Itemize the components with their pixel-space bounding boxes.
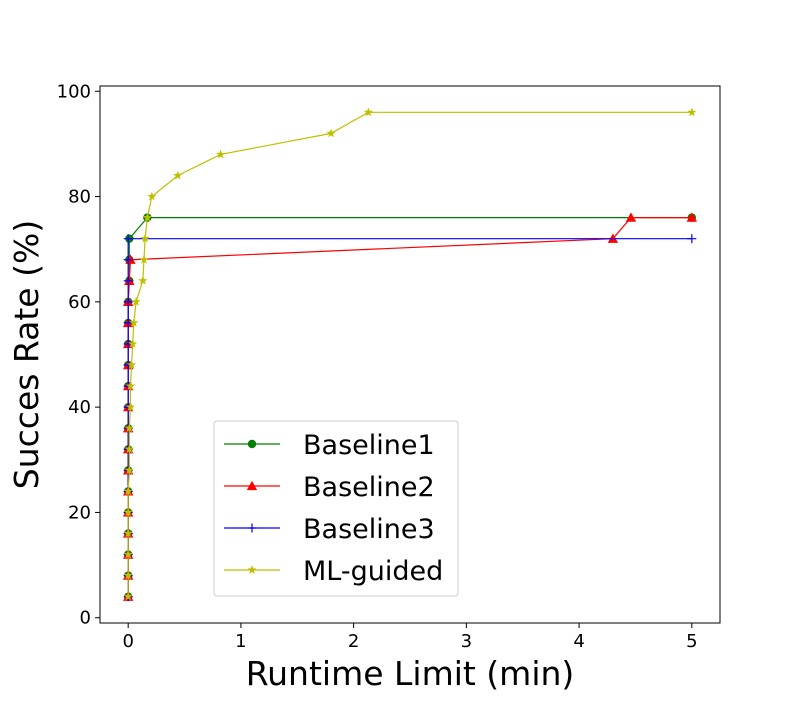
plot-frame: [99, 85, 721, 624]
data-point: [363, 107, 373, 117]
data-point: [123, 255, 133, 265]
data-point: [123, 528, 133, 538]
data-point: [128, 339, 138, 348]
data-point: [625, 212, 637, 222]
data-point: [124, 465, 134, 475]
legend-label: Baseline3: [303, 514, 435, 545]
data-point: [123, 507, 133, 517]
x-tick-label: 0: [122, 631, 133, 652]
y-tick-label: 0: [80, 608, 91, 629]
data-point: [687, 107, 697, 117]
legend-item: Baseline3: [224, 514, 435, 545]
legend-item: Baseline1: [224, 430, 435, 461]
data-point: [123, 570, 133, 580]
y-tick-label: 80: [68, 187, 91, 208]
legend-label: Baseline1: [303, 430, 435, 461]
legend-item: ML-guided: [224, 556, 443, 587]
data-point: [123, 591, 133, 601]
y-tick-label: 100: [57, 81, 91, 102]
data-point: [139, 254, 149, 264]
legend-marker: [246, 480, 258, 491]
series-ml-guided: [123, 107, 697, 601]
data-point: [123, 297, 133, 307]
x-tick-label: 4: [573, 631, 584, 652]
data-point: [123, 276, 133, 286]
data-point: [173, 170, 183, 180]
legend-marker: [247, 523, 257, 533]
x-tick-label: 2: [348, 631, 359, 652]
data-point: [216, 149, 226, 159]
x-axis-title: Runtime Limit (min): [246, 654, 575, 693]
data-point: [138, 275, 148, 285]
legend-label: Baseline2: [303, 472, 435, 503]
legend-box: [213, 420, 459, 597]
legend-marker: [247, 565, 257, 574]
data-point: [686, 212, 698, 222]
data-point: [124, 444, 134, 454]
ticks-layer: 0 1 2 3 4 5 0 20 40 60 80 100: [57, 81, 698, 652]
y-tick-label: 20: [68, 502, 91, 523]
legend: Baseline1 Baseline2 Baseline3 ML-guided: [213, 420, 459, 597]
y-tick-label: 60: [68, 292, 91, 313]
legend-item: Baseline2: [224, 472, 435, 503]
x-tick-label: 5: [686, 631, 697, 652]
data-point: [125, 402, 135, 412]
legend-label: ML-guided: [303, 556, 443, 587]
legend-marker: [247, 439, 257, 449]
y-tick-label: 40: [68, 397, 91, 418]
data-point: [140, 233, 150, 243]
y-axis-title: Succes Rate (%): [7, 220, 46, 489]
data-point: [326, 128, 336, 138]
data-point: [124, 423, 134, 433]
data-point: [687, 234, 697, 244]
data-point: [147, 191, 157, 201]
legend-entries: Baseline1 Baseline2 Baseline3 ML-guided: [224, 430, 443, 587]
x-tick-label: 3: [461, 631, 472, 652]
x-tick-label: 1: [235, 631, 246, 652]
data-point: [131, 297, 141, 306]
data-point: [142, 212, 152, 222]
series-layer: [122, 107, 698, 602]
data-point: [123, 549, 133, 559]
data-point: [125, 381, 135, 390]
data-point: [123, 486, 133, 496]
data-point: [127, 360, 137, 369]
data-point: [129, 318, 139, 327]
data-point: [123, 234, 133, 244]
